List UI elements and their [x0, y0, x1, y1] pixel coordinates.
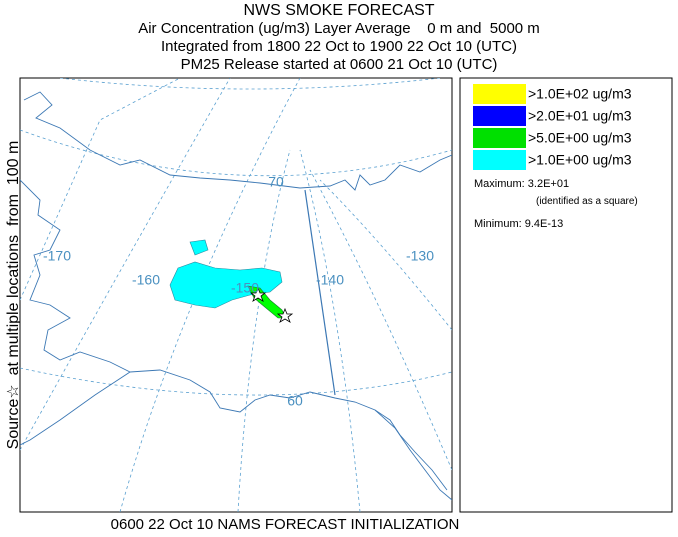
title: NWS SMOKE FORECAST	[243, 2, 434, 19]
legend-swatch	[473, 84, 526, 104]
legend: Maximum: 3.2E+01 (identified as a square…	[459, 77, 673, 513]
longitude-line	[119, 78, 301, 512]
graticule-label: -150	[231, 280, 259, 296]
maximum: Maximum: 3.2E+01	[474, 178, 569, 190]
plume-cyan	[169, 261, 283, 309]
plume-cyan	[189, 239, 209, 256]
source-star	[276, 307, 294, 323]
legend-label: >1.0E+02 ug/m3	[528, 86, 632, 102]
graticule-label: 60	[287, 393, 303, 409]
latitude-line	[20, 129, 452, 177]
longitude-line	[309, 169, 452, 471]
minimum: Minimum: 9.4E-13	[474, 218, 563, 230]
legend-swatch	[473, 106, 526, 126]
legend-swatch	[473, 128, 526, 148]
graticule-label: -170	[43, 248, 71, 264]
legend-label: >2.0E+01 ug/m3	[528, 108, 632, 124]
header-line: PM25 Release started at 0600 21 Oct 10 (…	[181, 56, 498, 73]
source-star	[249, 286, 267, 302]
legend-label: >1.0E+00 ug/m3	[528, 152, 632, 168]
latitude-line	[59, 78, 441, 90]
legend-swatch	[473, 150, 526, 170]
longitude-line	[20, 78, 231, 451]
longitude-line	[299, 149, 361, 512]
coastline	[20, 91, 452, 501]
header-line: Air Concentration (ug/m3) Layer Average …	[138, 20, 540, 37]
side-label: Source☆ at multiple locations from 100 m	[5, 141, 22, 450]
longitude-line	[237, 149, 291, 512]
maximum-note: (identified as a square)	[536, 196, 638, 207]
legend-label: >5.0E+00 ug/m3	[528, 130, 632, 146]
header-line: Integrated from 1800 22 Oct to 1900 22 O…	[161, 38, 517, 55]
graticule	[20, 78, 452, 512]
plume	[169, 239, 294, 323]
graticule-label: -140	[316, 272, 344, 288]
graticule-label: -130	[406, 248, 434, 264]
graticule-label: -160	[132, 272, 160, 288]
map: -170 -160 -150 -140 -130 70 60	[19, 77, 453, 513]
graticule-label: 70	[268, 174, 284, 190]
footer: 0600 22 Oct 10 NAMS FORECAST INITIALIZAT…	[111, 516, 460, 532]
latitude-line	[20, 367, 452, 396]
